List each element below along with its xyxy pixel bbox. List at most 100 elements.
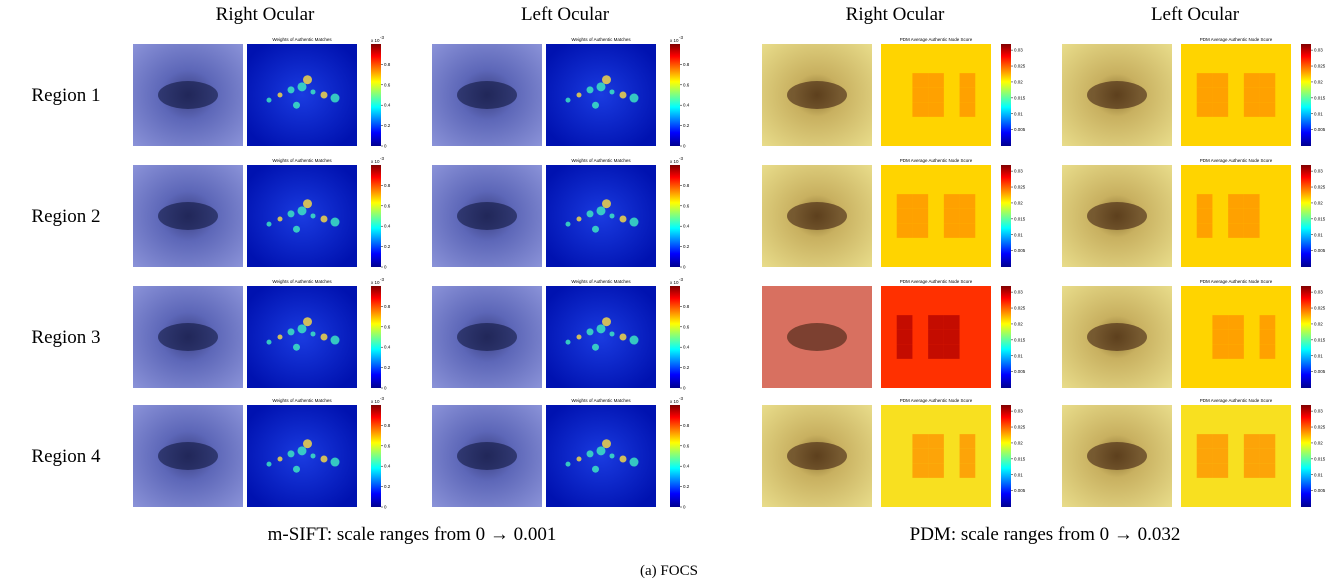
- colorbar-tick-label: 0.01: [1014, 472, 1023, 477]
- heat-cell: [928, 344, 944, 359]
- column-header: Left Ocular: [1151, 4, 1240, 25]
- heat-spot: [287, 210, 295, 218]
- colorbar-exp: -3: [679, 396, 683, 401]
- heat-spot: [277, 92, 283, 98]
- colorbar-tick-label: 0.005: [1014, 248, 1026, 253]
- heat-cell: [1243, 434, 1260, 449]
- heat-cell: [1259, 434, 1276, 449]
- colorbar-tick-label: 0.02: [1014, 79, 1023, 84]
- heat-cell: [959, 87, 976, 103]
- heat-cell: [1243, 194, 1260, 209]
- colorbar-tick-label: 0: [384, 505, 387, 510]
- colorbar-tick-label: 0.02: [1014, 200, 1023, 205]
- colorbar-tick-label: 0.6: [683, 82, 690, 87]
- heat-cell: [1212, 329, 1229, 345]
- row-label: Region 3: [31, 327, 100, 348]
- heat-cell: [912, 102, 929, 117]
- colorbar-tick-label: 0.2: [683, 123, 690, 128]
- panel-title: Weights of Authentic Matches: [571, 279, 631, 284]
- heat-cell: [959, 102, 976, 117]
- eye: [1087, 442, 1147, 470]
- heat-spot: [619, 91, 627, 99]
- eye: [787, 323, 847, 351]
- heat-cell: [1243, 87, 1260, 103]
- colorbar-exp: -3: [380, 396, 384, 401]
- heatmap: [546, 405, 656, 507]
- heat-spot: [303, 75, 312, 85]
- heat-spot: [330, 217, 340, 227]
- heat-spot: [602, 439, 611, 449]
- colorbar-tick-label: 0.005: [1314, 248, 1326, 253]
- heat-spot: [596, 446, 606, 456]
- colorbar-tick-label: 0.01: [1314, 111, 1323, 116]
- panel-title: Weights of Authentic Matches: [272, 279, 332, 284]
- figure-caption: (a) FOCS: [640, 563, 698, 579]
- heat-cell: [896, 315, 913, 330]
- heat-cell: [1212, 448, 1229, 464]
- heat-spot: [293, 343, 300, 351]
- colorbar-scale: x 10: [371, 38, 380, 43]
- heat-spot: [320, 333, 328, 341]
- heat-cell: [1212, 73, 1229, 88]
- heatmap: [546, 165, 656, 267]
- colorbar-tick-label: 0.8: [384, 304, 391, 309]
- heat-spot: [592, 225, 599, 233]
- colorbar-tick-label: 0.2: [683, 365, 690, 370]
- heat-spot: [576, 456, 582, 462]
- column-header: Right Ocular: [846, 4, 945, 25]
- colorbar: [1301, 405, 1311, 507]
- heat-cell: [1259, 315, 1276, 330]
- heat-cell: [959, 448, 976, 464]
- colorbar-tick-label: 0.01: [1314, 232, 1323, 237]
- heat-cell: [959, 463, 976, 478]
- eye: [1087, 202, 1147, 230]
- colorbar-tick-label: 0.015: [1314, 95, 1326, 100]
- colorbar-tick-label: 0.6: [683, 443, 690, 448]
- heat-cell: [959, 194, 976, 209]
- colorbar-tick-label: 0.025: [1014, 306, 1026, 311]
- heat-cell: [1243, 102, 1260, 117]
- colorbar-exp: -3: [679, 156, 683, 161]
- panel-title: PDM Average Authentic Node Score: [900, 398, 973, 403]
- colorbar-tick-label: 0.025: [1314, 425, 1326, 430]
- heat-cell: [1243, 223, 1260, 238]
- heat-spot: [277, 216, 283, 222]
- colorbar-tick-label: 0.015: [1014, 95, 1026, 100]
- colorbar-tick-label: 0: [384, 144, 387, 149]
- sift-caption: m-SIFT: scale ranges from 0 → 0.001: [268, 524, 557, 545]
- heat-spot: [277, 456, 283, 462]
- colorbar-tick-label: 0.03: [1314, 409, 1323, 414]
- heat-spot: [602, 199, 611, 209]
- heat-spot: [602, 317, 611, 327]
- heat-cell: [1243, 208, 1260, 224]
- colorbar-tick-label: 0: [384, 386, 387, 391]
- colorbar-tick-label: 0.8: [683, 62, 690, 67]
- colorbar-tick-label: 0.8: [683, 304, 690, 309]
- heat-spot: [629, 457, 639, 467]
- heat-cell: [1228, 223, 1244, 238]
- colorbar-tick-label: 0.02: [1314, 79, 1323, 84]
- heat-spot: [629, 93, 639, 103]
- heat-spot: [266, 221, 272, 227]
- colorbar: [1001, 405, 1011, 507]
- eye: [787, 442, 847, 470]
- heat-cell: [928, 102, 944, 117]
- heat-cell: [1259, 329, 1276, 345]
- heat-cell: [912, 208, 929, 224]
- heat-cell: [1228, 208, 1244, 224]
- heat-cell: [1228, 344, 1244, 359]
- colorbar-tick-label: 0.005: [1014, 369, 1026, 374]
- heat-spot: [320, 91, 328, 99]
- heat-cell: [1228, 194, 1244, 209]
- colorbar: [1301, 44, 1311, 146]
- colorbar-tick-label: 0.8: [384, 183, 391, 188]
- colorbar-scale: x 10: [670, 38, 679, 43]
- panel-title: PDM Average Authentic Node Score: [900, 37, 973, 42]
- colorbar-tick-label: 0.2: [683, 244, 690, 249]
- colorbar: [670, 44, 680, 146]
- heat-cell: [1259, 87, 1276, 103]
- row-label: Region 1: [31, 85, 100, 106]
- colorbar-tick-label: 0.4: [384, 224, 391, 229]
- heat-cell: [1212, 434, 1229, 449]
